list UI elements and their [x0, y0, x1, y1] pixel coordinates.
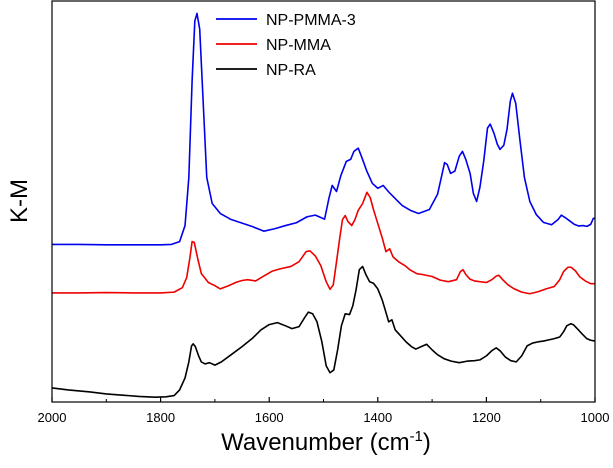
legend: NP-PMMA-3 NP-MMA NP-RA	[216, 12, 356, 79]
x-tick-label-1600: 1600	[255, 410, 284, 425]
legend-label-np-pmma-3: NP-PMMA-3	[266, 12, 356, 29]
x-tick-label-1000: 1000	[581, 410, 610, 425]
x-axis-title: Wavenumber (cm-1)	[221, 428, 431, 456]
x-tick-label-1400: 1400	[363, 410, 392, 425]
x-axis-title-superscript: -1	[410, 428, 423, 445]
x-axis-title-close: )	[423, 429, 431, 456]
x-axis-title-main: Wavenumber (cm	[221, 429, 409, 456]
x-axis-ticks: 2000 1800 1600 1400 1200 1000	[38, 397, 610, 425]
axes-layer	[51, 0, 596, 403]
legend-label-np-ra: NP-RA	[266, 62, 316, 79]
x-tick-label-1800: 1800	[146, 410, 175, 425]
plot-frame	[51, 0, 596, 403]
y-axis-title: K-M	[6, 179, 33, 223]
x-tick-label-1200: 1200	[472, 410, 501, 425]
series-line-np-pmma-3	[52, 12, 595, 246]
series-line-np-ra	[51, 265, 596, 398]
legend-label-np-mma: NP-MMA	[266, 37, 331, 54]
x-tick-label-2000: 2000	[38, 410, 67, 425]
series-line-np-mma	[52, 191, 595, 295]
series-layer	[51, 12, 596, 398]
